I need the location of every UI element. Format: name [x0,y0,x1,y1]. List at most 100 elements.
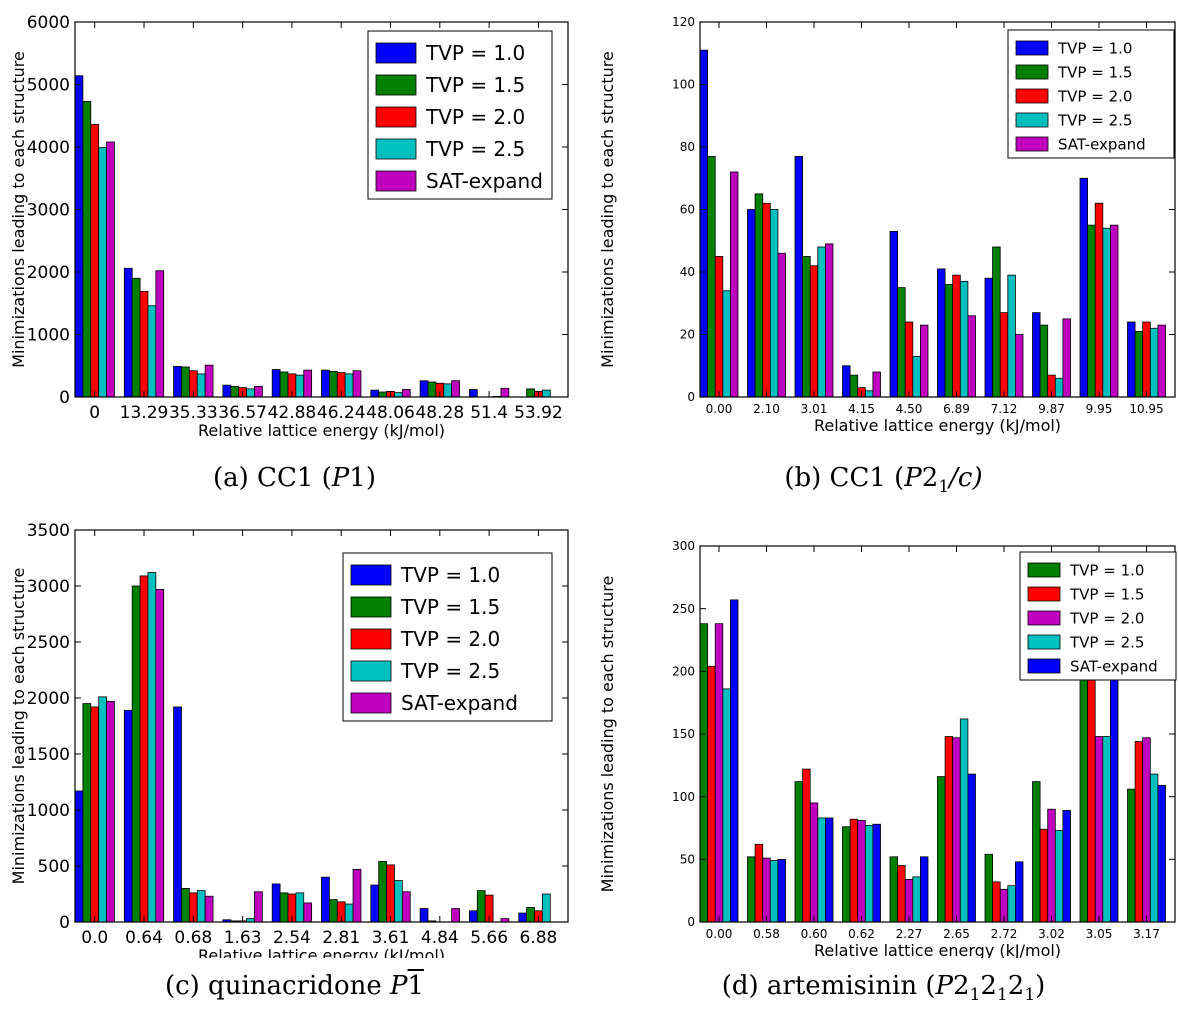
bar-2-4 [849,374,859,398]
x-tick-label: 35.33 [169,403,218,423]
bar-5-5 [303,902,313,923]
bar-1-7 [370,884,380,923]
bar-2-5 [897,287,906,398]
bar-1-1 [74,75,84,398]
bar-1-9 [468,389,478,398]
caption-d-italic: P [935,971,954,1001]
bar-5-1 [729,599,739,923]
bar-4-10 [541,389,551,398]
bar-5-8 [451,908,460,923]
legend-swatch-3 [1015,88,1049,104]
bar-2-6 [328,370,338,398]
bar-1-6 [321,876,330,923]
bar-1-5 [889,856,898,923]
y-tick-label: 3500 [27,521,70,541]
bar-2-7 [992,881,1001,923]
caption-b-tail: 2 [921,463,939,493]
bar-3-7 [386,864,395,923]
bar-2-6 [944,736,954,923]
x-tick-label: 2.81 [322,928,360,948]
bar-5-3 [824,817,834,923]
bar-5-4 [254,891,263,923]
bar-3-2 [139,575,149,923]
bar-4-5 [912,876,921,923]
legend-swatch-1 [375,42,417,64]
bar-5-6 [967,773,976,923]
legend-swatch-3 [375,106,417,128]
y-tick-label: 40 [680,265,695,279]
bar-2-5 [279,371,289,398]
bar-3-1 [90,706,100,923]
bar-2-5 [279,892,289,923]
x-tick-label: 36.57 [218,403,267,423]
bar-5-3 [204,364,214,398]
bar-2-2 [131,585,141,923]
bar-2-5 [897,865,906,923]
bar-1-8 [419,380,429,398]
legend: TVP = 1.0 TVP = 1.5 TVP = 2.0 TVP = 2.5 SAT-… [1019,551,1177,681]
bar-1-5 [271,369,281,398]
bar-5-7 [401,891,411,923]
x-tick-label: 0.0 [81,928,108,948]
bar-5-10 [1157,784,1166,923]
bar-4-6 [344,373,354,398]
bar-2-3 [802,255,811,398]
bar-3-1 [714,623,724,923]
x-tick-label: 5.66 [470,928,508,948]
bar-4-1 [722,688,731,923]
bars [74,572,551,923]
x-tick-label: 2.72 [991,927,1018,941]
legend-swatch-3 [350,628,392,650]
bar-1-6 [321,369,330,398]
legend-swatch-5 [375,170,417,192]
bar-5-6 [967,315,976,398]
bar-1-8 [1032,781,1041,923]
bar-1-10 [1127,321,1136,398]
caption-b-italic: P [904,463,922,493]
bar-2-4 [230,385,240,398]
bar-3-6 [952,274,961,398]
x-tick-label: 3.01 [801,402,828,416]
caption-c-prefix: (c) quinacridone [164,971,390,1001]
bar-1-7 [984,853,993,923]
y-tick-label: 100 [672,790,695,804]
bar-2-8 [1039,828,1049,923]
x-tick-label: 42.88 [268,403,317,423]
caption-a-prefix: (a) CC1 ( [213,463,332,493]
bar-1-9 [468,910,478,923]
y-tick-label: 150 [672,727,695,741]
bar-2-7 [378,391,387,398]
legend-swatch-4 [375,138,417,160]
bar-5-6 [352,370,362,398]
x-tick-label: 0.00 [706,927,733,941]
y-tick-label: 1000 [27,801,70,821]
x-tick-label: 3.61 [372,928,410,948]
bar-4-3 [817,246,826,398]
bar-5-7 [1014,861,1024,923]
bar-chart-d: 0 50 100 150 200 250 300 0.00 0.58 0.60 0.62 2.27 2.… [598,539,1177,958]
legend-label-4: TVP = 2.5 [1069,633,1144,651]
bar-5-8 [1062,810,1071,923]
bars [699,599,1166,923]
legend-label-2: TVP = 1.5 [1057,63,1132,81]
bar-5-7 [1014,334,1024,398]
bar-5-1 [729,171,739,398]
x-tick-label: 4.50 [896,402,923,416]
legend: TVP = 1.0 TVP = 1.5 TVP = 2.0 TVP = 2.5 SAT-… [367,30,553,200]
caption-b-sub: 1 [938,477,950,498]
x-tick-label: 9.95 [1086,402,1113,416]
caption-c-overline: 1 [407,971,425,1001]
bar-2-9 [1087,224,1096,398]
bar-3-3 [809,265,819,398]
bar-2-7 [992,246,1001,398]
bar-5-9 [1110,224,1119,398]
bar-2-2 [131,277,141,398]
x-tick-label: 6.88 [519,928,557,948]
x-tick-label: 2.10 [753,402,780,416]
y-tick-label: 0 [59,913,70,933]
bar-1-1 [74,790,84,923]
x-tick-label: 6.89 [943,402,970,416]
bar-4-4 [864,390,874,398]
caption-b-prefix: (b) CC1 ( [784,463,905,493]
bar-2-10 [526,388,535,398]
